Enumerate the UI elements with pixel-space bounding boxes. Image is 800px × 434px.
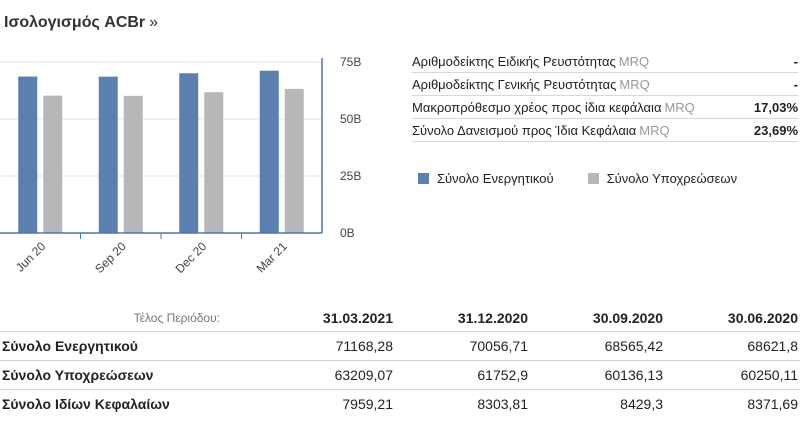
x-tick-label: Dec 20: [173, 239, 210, 276]
ratio-value: 23,69%: [753, 122, 798, 138]
ratio-row-current: Αριθμοδείκτης Γενικής Ρευστότητας MRQ -: [412, 73, 798, 96]
ratio-value: -: [793, 53, 798, 69]
bar-assets: [179, 73, 199, 233]
bar-liabilities: [204, 92, 224, 234]
table-cell: 71168,28: [335, 338, 393, 354]
more-arrow-icon[interactable]: »: [149, 14, 159, 31]
x-tick-label: Jun 20: [13, 239, 49, 275]
column-header: 31.12.2020: [457, 310, 528, 326]
table-cell: 61752,9: [477, 367, 528, 383]
table-header-row: Τέλος Περιόδου: 31.03.2021 31.12.2020 30…: [0, 305, 800, 332]
balance-sheet-chart: 0B 25B 50B 75B Jun 20 Sep 20 Dec 20 Mar 21: [0, 55, 361, 276]
ratio-row-total-debt: Σύνολο Δανεισμού προς Ίδια Κεφάλαια MRQ 2…: [412, 119, 798, 142]
ratio-value: -: [793, 76, 798, 92]
ratio-label: Αριθμοδείκτης Γενικής Ρευστότητας: [412, 76, 617, 92]
table-cell: 68565,42: [604, 338, 663, 354]
bar-assets: [18, 76, 38, 233]
x-tick-label: Mar 21: [254, 239, 291, 276]
table-cell: 68621,8: [747, 338, 798, 354]
chart-legend: Σύνολο Ενεργητικού Σύνολο Υποχρεώσεων: [418, 171, 771, 186]
bar-liabilities: [284, 88, 304, 233]
y-tick-label: 0B: [340, 226, 355, 240]
ratio-value: 17,03%: [753, 99, 798, 115]
table-cell: 60136,13: [604, 367, 663, 383]
y-tick-label: 75B: [340, 55, 361, 69]
column-header: 31.03.2021: [322, 310, 393, 326]
table-row: Σύνολο Υποχρεώσεων 63209,07 61752,9 6013…: [0, 360, 800, 390]
legend-item-assets[interactable]: Σύνολο Ενεργητικού: [418, 171, 554, 186]
ratio-tag: MRQ: [618, 53, 650, 69]
balance-sheet-table: Τέλος Περιόδου: 31.03.2021 31.12.2020 30…: [0, 305, 800, 418]
ratio-row-lt-debt: Μακροπρόθεσμο χρέος προς ίδια κεφάλαια MR…: [412, 96, 798, 119]
legend-swatch-liabilities: [587, 173, 599, 184]
x-tick-label: Sep 20: [92, 239, 129, 276]
ratio-label: Μακροπρόθεσμο χρέος προς ίδια κεφάλαια: [412, 99, 662, 115]
period-label: Τέλος Περιόδου:: [133, 311, 220, 325]
table-cell: 8371,69: [747, 396, 798, 412]
legend-label: Σύνολο Ενεργητικού: [437, 171, 554, 186]
table-cell: 60250,11: [740, 367, 798, 383]
row-label: Σύνολο Ενεργητικού: [2, 338, 138, 354]
y-tick-label: 25B: [340, 169, 361, 183]
page-title-text: Ισολογισμός ACBr: [4, 14, 146, 31]
table-cell: 8303,81: [477, 396, 528, 412]
ratio-tag: MRQ: [664, 99, 695, 115]
legend-swatch-assets: [418, 173, 429, 184]
ratio-tag: MRQ: [639, 122, 670, 138]
table-row: Σύνολο Ιδίων Κεφαλαίων 7959,21 8303,81 8…: [0, 389, 800, 419]
row-label: Σύνολο Ιδίων Κεφαλαίων: [2, 396, 170, 412]
table-cell: 70056,71: [469, 338, 528, 354]
ratio-row-quick: Αριθμοδείκτης Ειδικής Ρευστότητας MRQ -: [412, 50, 798, 73]
ratio-label: Αριθμοδείκτης Ειδικής Ρευστότητας: [412, 53, 616, 69]
table-cell: 63209,07: [334, 367, 393, 383]
bar-assets: [259, 70, 279, 234]
bar-assets: [98, 76, 118, 233]
legend-label: Σύνολο Υποχρεώσεων: [606, 171, 738, 186]
row-label: Σύνολο Υποχρεώσεων: [2, 367, 154, 383]
table-cell: 7959,21: [342, 396, 393, 412]
bar-liabilities: [43, 95, 63, 233]
ratio-label: Σύνολο Δανεισμού προς Ίδια Κεφάλαια: [412, 122, 637, 138]
ratios-list: Αριθμοδείκτης Ειδικής Ρευστότητας MRQ - Α…: [412, 50, 798, 142]
y-tick-label: 50B: [340, 112, 361, 126]
column-header: 30.06.2020: [727, 310, 798, 326]
table-row: Σύνολο Ενεργητικού 71168,28 70056,71 685…: [0, 331, 800, 361]
page-title[interactable]: Ισολογισμός ACBr»: [4, 14, 158, 32]
legend-item-liabilities[interactable]: Σύνολο Υποχρεώσεων: [587, 171, 738, 186]
ratio-tag: MRQ: [619, 76, 650, 92]
bar-liabilities: [123, 95, 143, 233]
table-cell: 8429,3: [620, 396, 663, 412]
column-header: 30.09.2020: [592, 310, 663, 326]
